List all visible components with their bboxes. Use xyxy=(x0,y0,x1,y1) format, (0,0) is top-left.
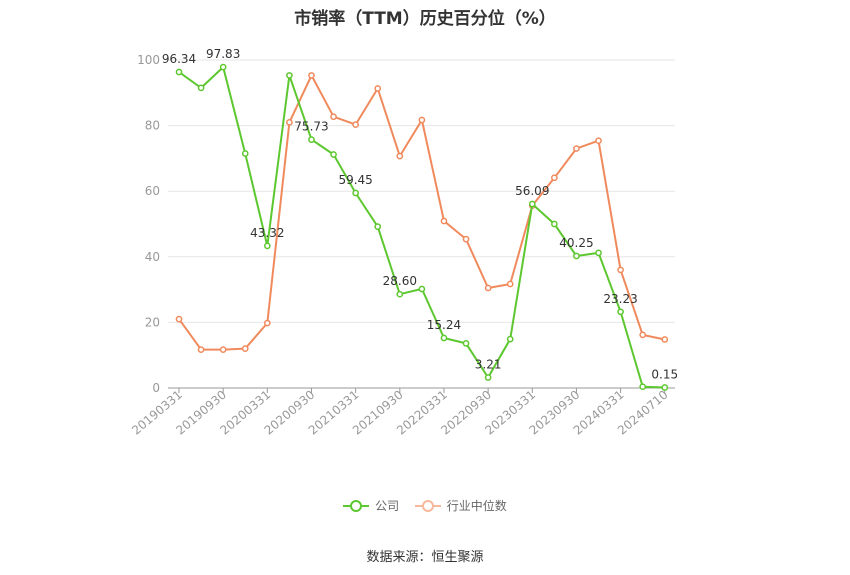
data-point-industry-median xyxy=(639,331,647,339)
grid-layer xyxy=(168,59,675,323)
data-point-company xyxy=(286,72,293,79)
data-point-industry-median xyxy=(595,137,602,145)
data-point-industry-median xyxy=(352,121,359,128)
data-point-company xyxy=(506,335,514,343)
data-point-company xyxy=(241,150,249,157)
data-point-industry-median xyxy=(374,85,382,92)
data-point-industry-median xyxy=(286,118,293,126)
data-point-company xyxy=(396,290,404,298)
data-point-industry-median xyxy=(219,346,227,353)
legend-item-industry-median[interactable]: 行业中位数 xyxy=(414,497,507,514)
series-layer xyxy=(175,63,669,391)
y-tick-label: 20 xyxy=(145,315,160,329)
data-point-company xyxy=(175,68,183,76)
data-point-industry-median xyxy=(661,336,669,343)
y-tick-label: 100 xyxy=(137,53,160,67)
data-point-industry-median xyxy=(308,72,315,79)
data-point-company xyxy=(418,285,426,293)
y-tick-label: 0 xyxy=(152,381,160,395)
data-label: 0.15 xyxy=(651,368,678,382)
data-label: 56.09 xyxy=(515,184,549,198)
y-tick-label: 40 xyxy=(145,250,160,264)
data-label: 40.25 xyxy=(559,236,593,250)
y-tick-label: 80 xyxy=(145,119,160,133)
data-point-industry-median xyxy=(418,116,426,124)
data-point-industry-median xyxy=(484,284,492,292)
data-label: 15.24 xyxy=(427,318,461,332)
data-point-industry-median xyxy=(330,113,337,121)
legend-label-company: 公司 xyxy=(375,499,400,513)
data-point-company xyxy=(219,63,227,71)
data-point-industry-median xyxy=(551,174,558,182)
data-point-industry-median xyxy=(506,280,514,288)
data-label: 96.34 xyxy=(162,52,196,66)
data-point-company xyxy=(595,249,602,257)
data-label: 97.83 xyxy=(206,47,240,61)
data-label: 75.73 xyxy=(294,120,328,134)
y-tick-label: 60 xyxy=(145,184,160,198)
data-point-company xyxy=(528,200,536,208)
data-point-company xyxy=(617,308,624,316)
data-point-company xyxy=(308,136,315,143)
data-point-company xyxy=(462,340,470,347)
data-point-industry-median xyxy=(241,345,249,352)
data-point-industry-median xyxy=(573,145,580,152)
data-point-industry-median xyxy=(440,217,448,225)
data-label: 23.23 xyxy=(603,292,637,306)
data-point-industry-median xyxy=(197,346,205,353)
data-point-company xyxy=(573,252,580,260)
data-point-company xyxy=(551,220,558,228)
data-point-company xyxy=(374,223,382,230)
chart-title: 市销率（TTM）历史百分位（%） xyxy=(294,9,556,29)
legend-label-industry-median: 行业中位数 xyxy=(446,499,507,513)
data-point-industry-median xyxy=(617,266,624,274)
data-label-layer: 96.34 97.83 43.32 75.73 59.45 28.60 15.24 3.21 5… xyxy=(162,47,678,381)
data-point-company xyxy=(440,334,448,342)
data-point-company xyxy=(661,384,669,391)
legend-swatch-industry-median xyxy=(414,499,441,512)
data-point-industry-median xyxy=(175,315,183,323)
data-point-company xyxy=(639,383,647,391)
legend-item-company[interactable]: 公司 xyxy=(343,497,399,514)
data-point-company xyxy=(330,151,337,158)
series-line-industry-median xyxy=(178,74,666,351)
data-label: 28.60 xyxy=(383,274,417,288)
data-label: 3.21 xyxy=(475,357,502,371)
data-point-company xyxy=(197,84,205,92)
data-point-industry-median xyxy=(462,235,470,243)
data-source: 数据来源：恒生聚源 xyxy=(366,550,484,565)
data-point-industry-median xyxy=(263,319,271,327)
data-point-company xyxy=(263,242,271,250)
legend-swatch-company xyxy=(343,499,370,512)
data-point-industry-median xyxy=(396,152,404,160)
data-point-company xyxy=(484,374,492,381)
data-label: 59.45 xyxy=(338,173,372,187)
legend: 公司 行业中位数 xyxy=(0,497,850,514)
data-point-company xyxy=(352,189,359,197)
data-label: 43.32 xyxy=(250,226,284,240)
